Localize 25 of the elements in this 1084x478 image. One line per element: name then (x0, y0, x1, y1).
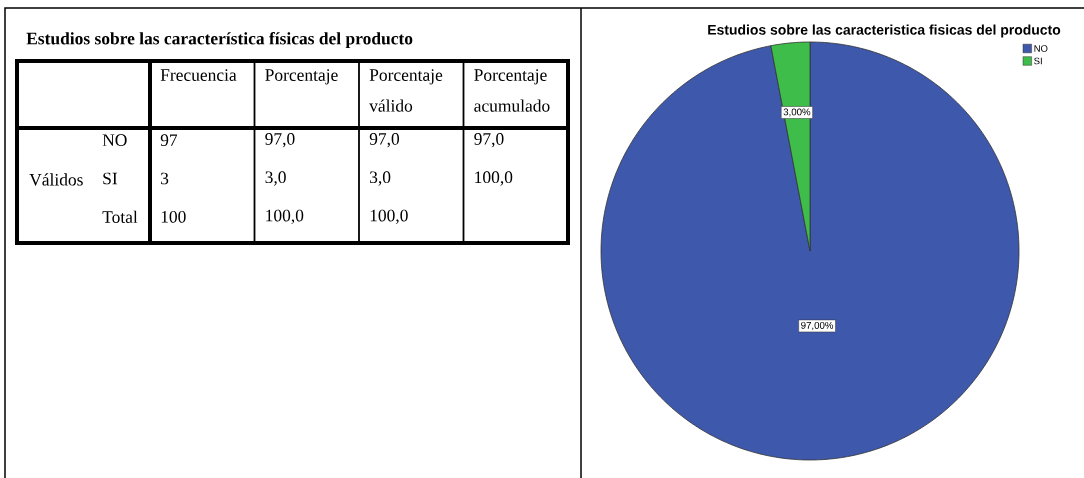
chart-title: Estudios sobre las caracteristica fisicas del producto (708, 24, 1061, 38)
text: 97,0 (265, 133, 295, 148)
category-label: SI (103, 172, 118, 185)
legend-label: SI (1034, 57, 1042, 65)
text: 100 (161, 210, 186, 223)
text: 100,0 (370, 209, 408, 224)
category-label: Porcentaje (265, 69, 338, 85)
text: 97 (160, 134, 178, 147)
legend-label: NO (1034, 45, 1048, 52)
text: 100,0 (266, 209, 304, 224)
text: 3,0 (370, 171, 391, 186)
text: 97,0 (474, 133, 504, 148)
data-label: 3,00% (783, 108, 811, 117)
category-label: Porcentaje acumulado (474, 69, 550, 112)
data-label: 97,00% (801, 321, 834, 330)
text: 100,0 (475, 171, 513, 186)
text: 3 (161, 172, 169, 185)
text: Estudios sobre las característica físicas del producto (26, 32, 413, 48)
text: 3,0 (265, 171, 286, 186)
text: 97,0 (369, 133, 400, 148)
text: Válidos (29, 173, 83, 186)
category-label: Total (102, 210, 138, 223)
category-label: Porcentaje válido (369, 69, 443, 112)
category-label: NO (102, 134, 127, 147)
category-label: Frecuencia (160, 69, 237, 81)
